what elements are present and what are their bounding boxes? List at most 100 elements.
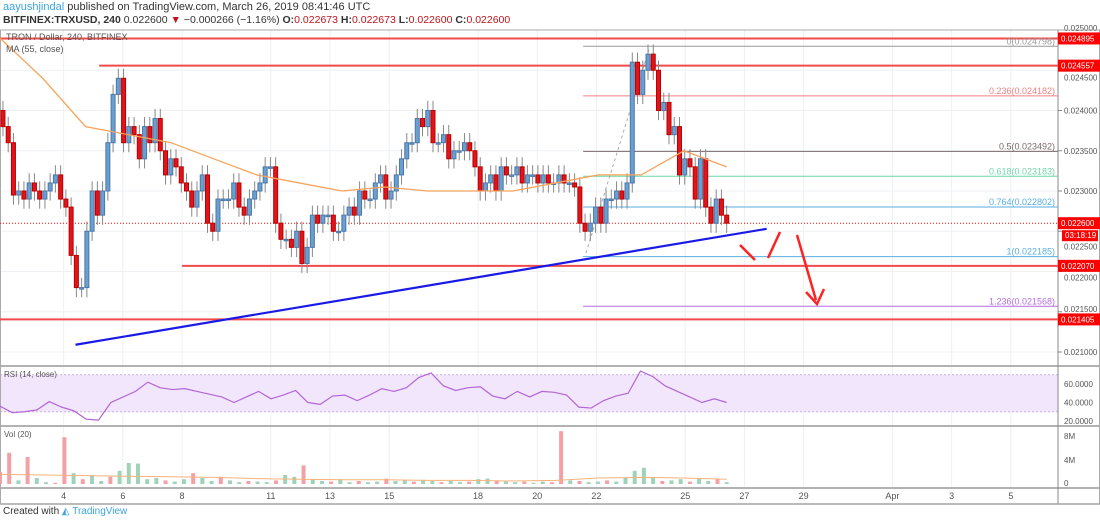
brand: TradingView bbox=[72, 506, 128, 517]
volume-bar bbox=[559, 431, 564, 484]
y-tick-label: 0.021500 bbox=[1064, 305, 1098, 314]
main-pane bbox=[0, 30, 1058, 365]
author-link[interactable]: aayushjindal bbox=[3, 1, 65, 13]
close-value: 0.022600 bbox=[466, 14, 511, 26]
candle-down bbox=[582, 222, 588, 232]
volume-bar bbox=[678, 479, 683, 484]
candle-down bbox=[10, 142, 16, 196]
fib-label: 1(0.022185) bbox=[1006, 247, 1055, 257]
volume-bar bbox=[227, 480, 232, 484]
candle-up bbox=[252, 190, 258, 200]
level-price-label: 0.021405 bbox=[1061, 315, 1095, 324]
volume-bar bbox=[586, 482, 591, 484]
candle-up bbox=[451, 150, 457, 160]
candle-up bbox=[79, 287, 85, 290]
volume-bar bbox=[549, 482, 554, 484]
level-price-tag bbox=[1058, 59, 1100, 72]
x-tick-label: 22 bbox=[591, 491, 601, 501]
candle-down bbox=[189, 190, 195, 208]
candle-down bbox=[204, 174, 210, 224]
candle-down bbox=[330, 214, 336, 232]
rsi-legend: RSI (14, close) bbox=[4, 370, 57, 379]
volume-bar bbox=[697, 478, 702, 484]
candle-down bbox=[63, 198, 69, 208]
down-arrow-icon: ▼ bbox=[170, 14, 181, 26]
candle-down bbox=[184, 182, 190, 192]
volume-bar bbox=[393, 481, 398, 484]
x-tick-label: Apr bbox=[885, 491, 899, 501]
vol-tick-label: 0 bbox=[1064, 479, 1069, 488]
candle-up bbox=[540, 174, 546, 184]
volume-bar bbox=[329, 481, 334, 484]
volume-bar bbox=[687, 481, 692, 484]
candle-up bbox=[26, 182, 32, 200]
level-price-tag bbox=[1058, 259, 1100, 272]
candle-down bbox=[288, 238, 294, 248]
volume-bar bbox=[80, 479, 85, 484]
volume-bar bbox=[237, 482, 242, 484]
tradingview-logo[interactable]: ◭ TradingView bbox=[61, 506, 128, 517]
x-tick-label: 6 bbox=[120, 491, 125, 501]
candle-up bbox=[346, 206, 352, 216]
candle-up bbox=[320, 214, 326, 224]
volume-bar bbox=[301, 465, 306, 484]
candle-down bbox=[635, 61, 641, 95]
volume-bar bbox=[154, 478, 159, 484]
candle-down bbox=[503, 166, 509, 176]
candle-down bbox=[687, 158, 693, 168]
candle-up bbox=[215, 198, 221, 232]
candle-down bbox=[692, 166, 698, 200]
candle-up bbox=[414, 118, 420, 144]
level-price-tag bbox=[1058, 313, 1100, 326]
rsi-band bbox=[0, 374, 1058, 412]
candle-down bbox=[362, 190, 368, 200]
volume-bar bbox=[577, 481, 582, 484]
volume-bar bbox=[218, 476, 223, 484]
candle-up bbox=[52, 174, 58, 184]
y-tick-label: 0.022500 bbox=[1064, 242, 1098, 251]
candle-down bbox=[493, 174, 499, 192]
candle-down bbox=[131, 126, 137, 136]
candle-down bbox=[650, 53, 656, 71]
volume-bar bbox=[163, 480, 168, 484]
volume-bar bbox=[641, 467, 646, 484]
volume-bar bbox=[513, 482, 518, 484]
volume-bar bbox=[135, 463, 140, 484]
candle-up bbox=[671, 126, 677, 136]
candle-up bbox=[142, 126, 148, 160]
volume-bar bbox=[402, 480, 407, 484]
volume-bar bbox=[264, 482, 269, 484]
current-price-label: 0.022600 bbox=[1061, 219, 1095, 228]
candle-down bbox=[163, 150, 169, 176]
volume-bar bbox=[485, 478, 490, 484]
ma-legend: MA (55, close) bbox=[6, 44, 64, 54]
x-tick-label: 13 bbox=[325, 491, 335, 501]
x-tick-label: 5 bbox=[1008, 491, 1013, 501]
candle-down bbox=[619, 190, 625, 200]
volume-bar bbox=[623, 478, 628, 484]
candle-up bbox=[115, 77, 121, 95]
projection-arrow-up bbox=[766, 231, 782, 259]
symbol-info: BITFINEX:TRXUSD, 240 0.022600 ▼ −0.00026… bbox=[3, 14, 510, 26]
current-price-tag bbox=[1058, 217, 1100, 230]
price-chart[interactable]: 4 6 8 11 13 15 18 20 22 25 27 29 Apr 3 5 0.025000 0.0245… bbox=[0, 0, 1100, 505]
candle-down bbox=[477, 166, 483, 192]
y-tick-label: 0.023500 bbox=[1064, 147, 1098, 156]
volume-bar bbox=[660, 481, 665, 484]
candle-up bbox=[283, 238, 289, 242]
candle-up bbox=[152, 118, 158, 144]
publish-text: published on TradingView.com, March 26, … bbox=[67, 1, 371, 13]
l-label: L: bbox=[398, 14, 409, 26]
candle-up bbox=[42, 190, 48, 200]
volume-bar bbox=[448, 481, 453, 484]
projection-arrow-down bbox=[739, 244, 756, 261]
volume-bar bbox=[246, 481, 251, 484]
candle-up bbox=[325, 214, 331, 218]
candle-up bbox=[482, 182, 488, 192]
candle-down bbox=[31, 182, 37, 192]
volume-bar bbox=[7, 452, 12, 484]
candle-down bbox=[545, 174, 551, 184]
candle-down bbox=[718, 198, 724, 216]
candle-down bbox=[236, 182, 242, 208]
candle-up bbox=[661, 101, 667, 111]
